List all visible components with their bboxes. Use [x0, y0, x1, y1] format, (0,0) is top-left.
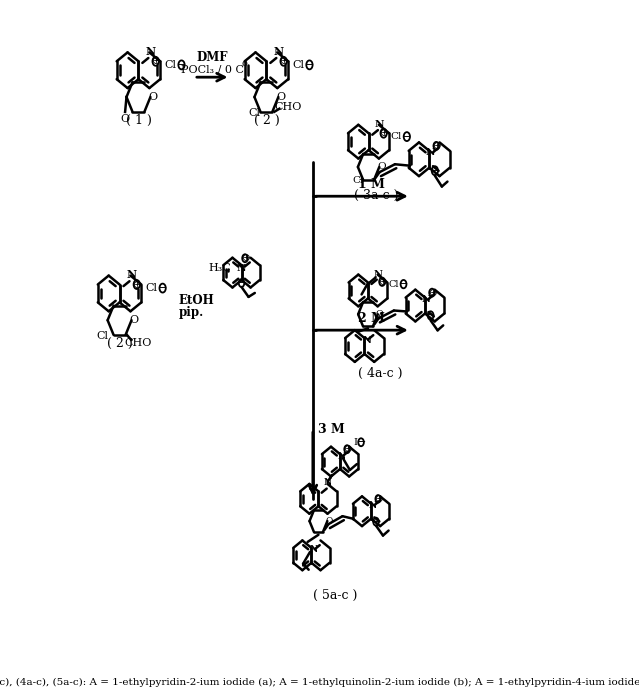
Text: ⊕: ⊕: [374, 494, 383, 504]
Text: 2 M: 2 M: [358, 312, 385, 325]
Text: ⊕: ⊕: [151, 57, 160, 66]
Text: Cl: Cl: [96, 331, 108, 341]
Text: CHO: CHO: [274, 102, 302, 112]
Text: 1 M: 1 M: [358, 178, 385, 191]
Text: DMF: DMF: [196, 51, 228, 64]
Text: ( 2 ): ( 2 ): [107, 337, 132, 350]
Text: H₃C: H₃C: [208, 262, 231, 273]
Text: O: O: [377, 163, 386, 172]
Text: N: N: [273, 46, 284, 57]
Text: Cl: Cl: [390, 132, 402, 141]
Text: I: I: [353, 438, 357, 447]
Text: −: −: [371, 517, 381, 527]
Text: O: O: [376, 310, 384, 319]
Text: ( 5a-c ): ( 5a-c ): [313, 589, 358, 602]
Text: O: O: [148, 92, 157, 102]
Text: N: N: [426, 148, 435, 157]
Text: o: o: [242, 59, 247, 68]
Text: N: N: [237, 264, 246, 273]
Text: −: −: [402, 132, 412, 142]
Text: O: O: [129, 315, 138, 325]
Text: −: −: [177, 60, 186, 70]
Text: −: −: [426, 311, 435, 320]
Text: ( 1 ): ( 1 ): [126, 114, 151, 127]
Text: Cl: Cl: [146, 283, 157, 293]
Text: ⊕: ⊕: [279, 57, 288, 66]
Text: O: O: [326, 517, 333, 526]
Text: −: −: [158, 283, 167, 293]
Text: ( 3a-c ): ( 3a-c ): [354, 189, 398, 202]
Text: (3a-c), (4a-c), (5a-c): A = 1-ethylpyridin-2-ium iodide (a); A = 1-ethylquinolin: (3a-c), (4a-c), (5a-c): A = 1-ethylpyrid…: [0, 678, 639, 687]
Text: Cl: Cl: [292, 60, 304, 70]
Text: ⊕: ⊕: [380, 128, 388, 138]
Text: ⊕: ⊕: [427, 288, 436, 297]
Text: O: O: [276, 92, 285, 102]
Text: CHO: CHO: [125, 338, 152, 348]
Text: Cl: Cl: [352, 177, 364, 186]
Text: −: −: [399, 279, 408, 289]
Text: N: N: [324, 478, 332, 487]
Text: ⊕: ⊕: [132, 279, 141, 290]
Text: N: N: [374, 270, 383, 279]
Text: N: N: [368, 501, 376, 510]
Text: −: −: [237, 278, 246, 288]
Text: EtOH: EtOH: [179, 294, 214, 307]
Text: −: −: [305, 60, 314, 70]
Text: ⊕: ⊕: [241, 253, 249, 263]
Text: O: O: [121, 114, 130, 124]
Text: N: N: [309, 545, 318, 554]
Text: ⊕: ⊕: [432, 141, 441, 151]
Text: −: −: [430, 165, 440, 176]
Text: N: N: [375, 120, 384, 129]
Text: ⊕: ⊕: [343, 444, 351, 454]
Text: N: N: [127, 269, 137, 280]
Text: Cl: Cl: [389, 280, 399, 288]
Text: ⊕: ⊕: [378, 276, 387, 287]
Text: Cl: Cl: [164, 60, 176, 70]
Text: −: −: [357, 437, 366, 447]
Text: ( 2 ): ( 2 ): [254, 114, 279, 127]
Text: POCl₃ / 0 C: POCl₃ / 0 C: [181, 64, 243, 74]
Text: 3 M: 3 M: [318, 423, 345, 436]
Text: N: N: [362, 336, 371, 345]
Text: pip.: pip.: [179, 306, 204, 319]
Text: Cl: Cl: [249, 108, 261, 118]
Text: N: N: [422, 295, 431, 304]
Text: N: N: [146, 46, 156, 57]
Text: ( 4a-c ): ( 4a-c ): [358, 366, 403, 380]
Text: N: N: [337, 452, 346, 461]
